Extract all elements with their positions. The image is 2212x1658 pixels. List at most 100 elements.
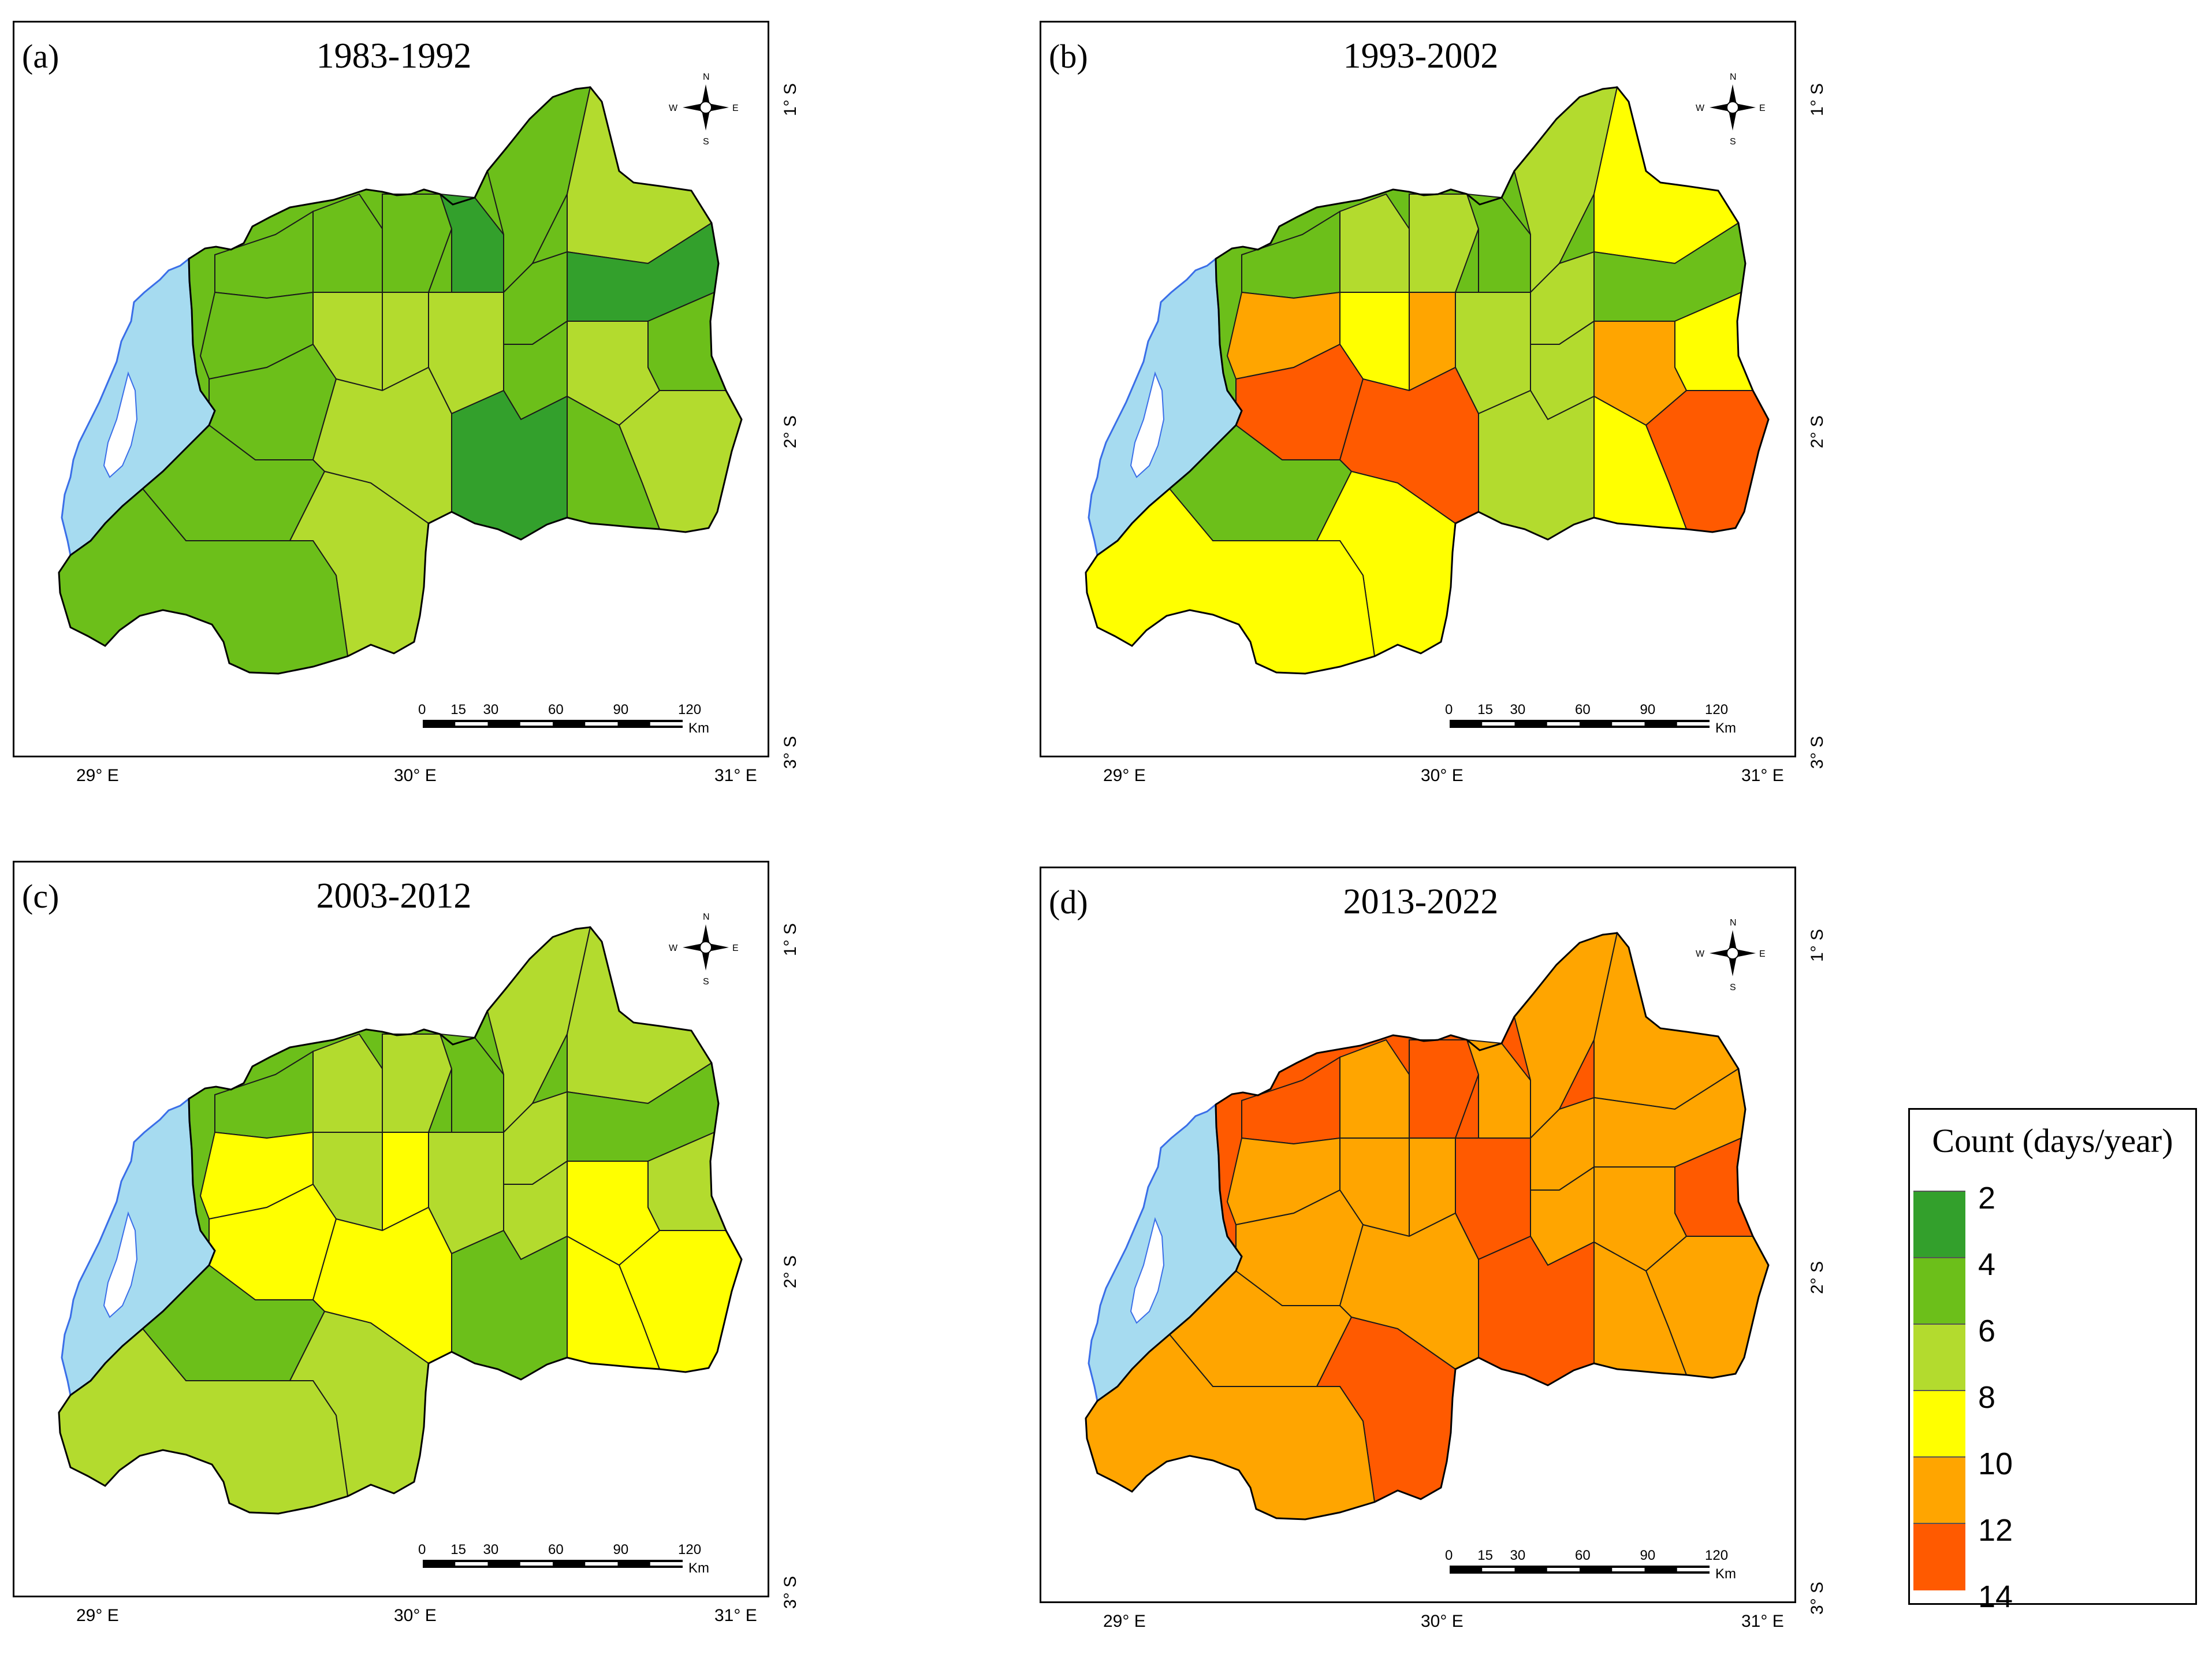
scale-tick-label: 60	[1575, 1548, 1591, 1563]
legend-label: 10	[1978, 1447, 2013, 1481]
lon-label: 31° E	[714, 766, 757, 785]
lat-label: 3° S	[781, 1575, 800, 1609]
lat-label: 2° S	[1808, 415, 1827, 448]
scale-unit: Km	[688, 1560, 709, 1576]
scale-tick-label: 120	[1705, 1548, 1728, 1563]
scale-tick-label: 0	[418, 702, 426, 718]
legend-label: 8	[1978, 1380, 1996, 1415]
scale-bar: 0 15 30 60 90 120 Km	[418, 1542, 709, 1576]
lon-label: 29° E	[76, 1606, 119, 1625]
legend-swatch	[1913, 1324, 1965, 1391]
lat-label: 3° S	[1808, 735, 1827, 769]
lat-label: 3° S	[1808, 1581, 1827, 1615]
district-region	[451, 389, 568, 541]
country-outline	[1085, 932, 1770, 1521]
compass-letter: E	[732, 943, 739, 953]
scale-unit: Km	[688, 720, 709, 736]
panel-d: N S E W 0 15 30 60 90 120 Km (d) 2013-2022	[1040, 867, 1796, 1603]
scale-tick-label: 15	[1477, 702, 1493, 718]
lat-label: 1° S	[1808, 928, 1827, 962]
compass-icon: N S E W	[1696, 918, 1766, 992]
panel-frame	[1040, 867, 1796, 1603]
scale-tick-label: 0	[1445, 1548, 1453, 1563]
lon-label: 30° E	[394, 1606, 437, 1625]
scale-tick-label: 120	[678, 1542, 701, 1557]
country-outline	[58, 926, 743, 1515]
scale-tick-label: 120	[1705, 702, 1728, 718]
lon-label: 31° E	[714, 1606, 757, 1625]
scale-tick-label: 90	[1640, 702, 1656, 718]
scale-tick-label: 60	[548, 1542, 564, 1557]
country-outline	[1085, 86, 1770, 675]
lon-label: 30° E	[1421, 766, 1464, 785]
legend: Count (days/year) 2 4 6 8 10 12 14	[1908, 1108, 2197, 1614]
legend-swatch	[1913, 1523, 1965, 1590]
lat-label: 1° S	[1808, 83, 1827, 116]
panel-letter: (c)	[22, 878, 59, 915]
lon-label: 29° E	[76, 766, 119, 785]
district-region	[1478, 389, 1595, 541]
lat-label: 1° S	[781, 923, 800, 956]
compass-letter: S	[1730, 983, 1736, 992]
lat-label: 1° S	[781, 83, 800, 116]
compass-letter: N	[703, 912, 710, 922]
district-region	[451, 1229, 568, 1381]
panel-b: N S E W 0 15 30 60 90 120 Km (b) 1993-2002	[1040, 21, 1796, 757]
panel-title: 2003-2012	[316, 876, 472, 916]
district-region	[1478, 1235, 1595, 1386]
panel-title: 2013-2022	[1343, 882, 1499, 921]
scale-tick-label: 60	[548, 702, 564, 718]
compass-letter: S	[703, 977, 709, 987]
scale-bar: 0 15 30 60 90 120 Km	[1445, 702, 1736, 736]
scale-tick-label: 30	[1510, 1548, 1526, 1563]
panel-a: N S E W 0 15 30 60 90 120 Km (a) 1983-1992	[13, 21, 769, 757]
panel-c: N S E W 0 15 30 60 90 120 Km (c) 2003-2012	[13, 861, 769, 1597]
legend-label: 2	[1978, 1181, 1996, 1215]
scale-tick-label: 30	[1510, 702, 1526, 718]
lon-label: 31° E	[1741, 1612, 1784, 1631]
panel-frame	[13, 861, 769, 1597]
legend-label: 4	[1978, 1247, 1996, 1282]
panel-title: 1993-2002	[1343, 36, 1499, 76]
compass-letter: S	[703, 137, 709, 147]
compass-letter: S	[1730, 137, 1736, 147]
compass-letter: W	[1696, 103, 1705, 113]
compass-icon: N S E W	[669, 912, 739, 987]
panel-letter: (d)	[1049, 883, 1088, 921]
scale-tick-label: 90	[1640, 1548, 1656, 1563]
compass-icon: N S E W	[1696, 72, 1766, 147]
lat-label: 2° S	[1808, 1261, 1827, 1294]
compass-letter: N	[703, 72, 710, 82]
compass-letter: N	[1730, 72, 1737, 82]
country-outline	[58, 86, 743, 675]
scale-tick-label: 0	[418, 1542, 426, 1557]
lon-label: 30° E	[394, 766, 437, 785]
panel-frame	[1040, 21, 1796, 757]
compass-letter: N	[1730, 918, 1737, 928]
panel-letter: (a)	[22, 38, 59, 75]
panel-title: 1983-1992	[316, 36, 472, 76]
scale-tick-label: 90	[613, 702, 629, 718]
scale-tick-label: 60	[1575, 702, 1591, 718]
lake-island	[1130, 1217, 1165, 1324]
lat-label: 3° S	[781, 735, 800, 769]
lat-label: 2° S	[781, 415, 800, 448]
compass-letter: W	[669, 943, 678, 953]
lon-label: 29° E	[1103, 1612, 1146, 1631]
lake-island	[103, 371, 138, 478]
scale-tick-label: 90	[613, 1542, 629, 1557]
scale-tick-label: 0	[1445, 702, 1453, 718]
compass-letter: W	[1696, 949, 1705, 959]
scale-bar: 0 15 30 60 90 120 Km	[418, 702, 709, 736]
map-b: N S E W 0 15 30 60 90 120 Km	[1085, 72, 1770, 736]
scale-bar: 0 15 30 60 90 120 Km	[1445, 1548, 1736, 1582]
legend-swatch	[1913, 1257, 1965, 1325]
compass-letter: E	[1759, 949, 1766, 959]
lon-label: 29° E	[1103, 766, 1146, 785]
scale-tick-label: 15	[1477, 1548, 1493, 1563]
scale-unit: Km	[1715, 1566, 1736, 1582]
compass-letter: E	[1759, 103, 1766, 113]
legend-title: Count (days/year)	[1932, 1122, 2173, 1159]
scale-tick-label: 30	[483, 1542, 499, 1557]
lake-island	[103, 1211, 138, 1318]
